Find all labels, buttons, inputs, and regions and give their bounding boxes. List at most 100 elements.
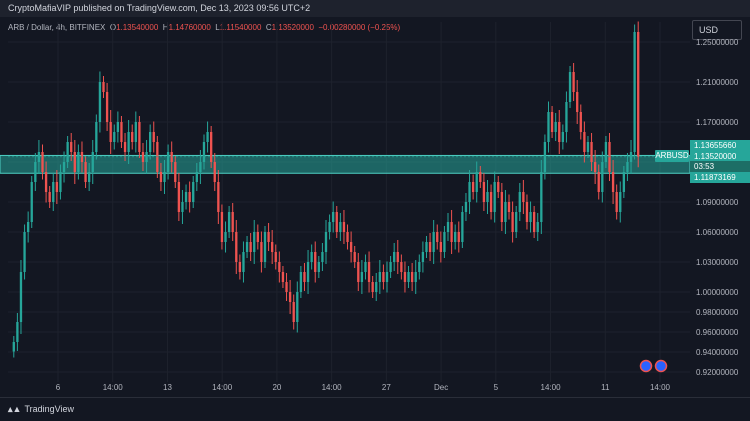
candle-body [590,142,593,162]
candle-body [414,272,417,282]
candle-body [396,252,399,262]
time-tick-label: Dec [434,383,448,392]
price-tick-label: 1.17000000 [696,118,739,127]
candle-body [529,212,532,222]
candle-body [224,232,227,242]
publisher-text: CryptoMafiaVIP published on TradingView.… [8,3,311,13]
candle-body [285,282,288,292]
candle-body [16,322,19,342]
candle-body [547,112,550,142]
candle-body [568,72,572,102]
candle-body [439,242,443,252]
event-flag-icon[interactable] [654,359,668,373]
candle-body [105,92,109,122]
candle-body [436,232,439,242]
tradingview-logo[interactable]: ▴▲ TradingView [8,404,74,415]
time-tick-label: 14:00 [541,383,562,392]
candle-body [507,202,511,212]
candle-body [231,212,234,232]
candle-body [349,242,353,252]
candle-body [310,252,313,262]
candle-body [482,182,486,202]
candle-body [274,252,277,262]
candle-body [141,152,145,162]
candle-body [468,182,471,202]
candle-body [583,132,586,152]
candle-body [253,232,256,252]
footer: ▴▲ TradingView [0,397,750,421]
candle-body [371,282,374,292]
candle-body [626,162,629,172]
candle-body [138,122,141,152]
candle-body [328,222,331,232]
candle-body [540,172,543,222]
candle-body [235,232,238,262]
candle-body [410,272,414,282]
candle-body [256,232,259,242]
candle-body [249,242,252,252]
candle-body [170,152,173,162]
ticker-tag: ARBUSD [655,150,689,162]
candle-body [346,232,349,242]
candle-body [116,122,120,132]
symbol-text[interactable]: ARB / Dollar, 4h, BITFINEX [8,23,106,32]
candle-body [131,132,134,142]
candle-body [70,142,73,152]
candle-body [407,272,410,282]
candle-body [37,152,41,162]
candles [8,21,690,358]
countdown-tag: 03:53 [690,161,750,172]
candle-body [199,162,202,172]
candle-body [66,142,69,162]
price-tick-label: 1.03000000 [696,258,739,267]
event-flag-icon[interactable] [639,359,653,373]
candle-body [403,272,407,282]
candle-body [127,132,130,152]
candle-body [263,232,267,262]
candle-body [360,272,364,282]
candle-body [87,172,91,182]
candle-body [95,122,98,152]
currency-button[interactable]: USD [692,20,742,40]
candle-body [174,162,177,182]
candle-body [375,282,378,292]
candle-body [30,182,33,222]
candle-body [633,32,636,152]
support-zone [0,154,691,174]
candle-body [629,152,633,162]
event-markers[interactable] [639,359,668,373]
high-label: H [162,23,169,32]
candle-body [378,272,381,282]
candle-body [486,192,489,202]
candle-body [593,162,597,172]
candle-body [181,202,184,212]
candle-body [184,192,188,202]
change-value: −0.00280000 (−0.25%) [318,23,401,32]
candle-body [202,142,206,162]
top-bar: CryptoMafiaVIP published on TradingView.… [0,0,750,17]
candle-body [364,262,367,272]
candle-body [443,232,446,252]
price-tick-label: 1.21000000 [696,78,739,87]
tradingview-brand-text: TradingView [24,404,74,414]
price-chart[interactable]: 1.250000001.210000001.170000001.13000000… [0,17,750,397]
candle-body [558,122,561,142]
candle-body [148,132,152,152]
candle-body [19,272,23,322]
candle-body [159,172,163,182]
candle-body [62,162,66,172]
candle-body [497,182,500,192]
price-tick-label: 0.94000000 [696,348,739,357]
candle-body [471,182,475,192]
candle-body [306,262,310,282]
candle-body [260,242,263,262]
candle-body [299,272,303,292]
time-axis: 6 14:00 13 14:00 20 14:00 27 Dec 5 14:00 11 14:00 [56,383,671,392]
candle-body [59,172,62,192]
candle-body [536,222,539,232]
candle-body [479,172,482,182]
candle-body [622,172,626,192]
candle-body [565,102,568,132]
candle-body [120,122,123,142]
candle-body [335,212,338,232]
